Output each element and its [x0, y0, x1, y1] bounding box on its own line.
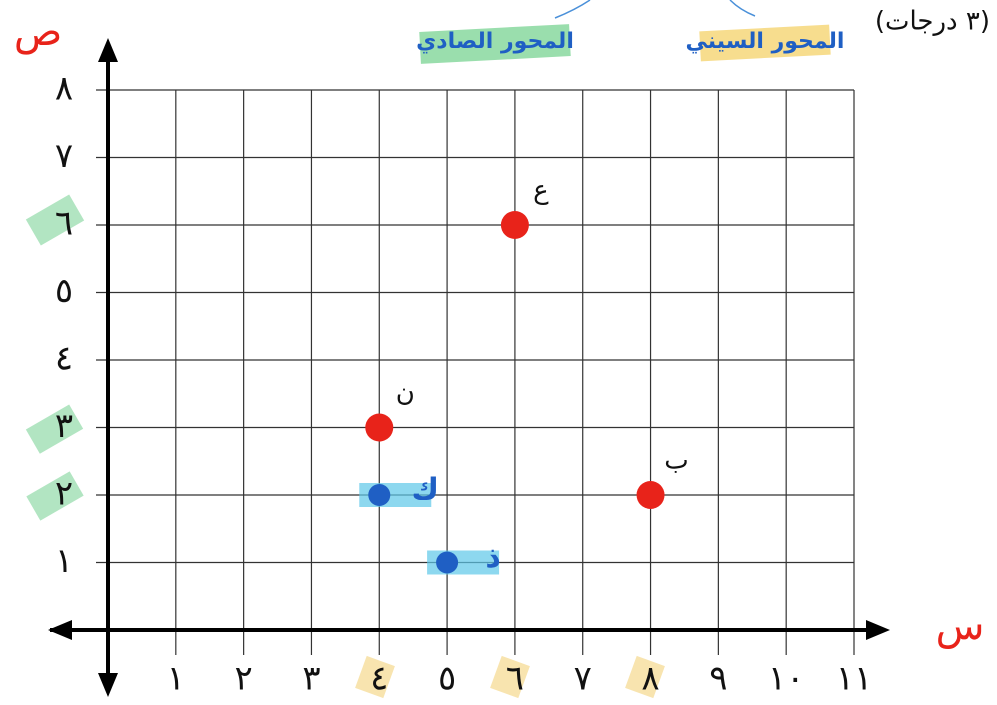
x-tick-label: ٤ [370, 659, 388, 699]
highlight [25, 194, 85, 246]
y-tick-label: ٣ [55, 406, 73, 446]
arrow [98, 673, 118, 697]
point [368, 484, 391, 506]
x-tick-label: ١ [167, 659, 185, 699]
y-tick-label: ٧ [55, 136, 73, 176]
annotation: المحور السيني [686, 29, 845, 54]
x-tick-label: ٦ [506, 659, 524, 699]
point [636, 481, 665, 509]
highlight [699, 24, 831, 62]
x-tick-label: ١١ [836, 659, 873, 699]
x-axis-label: س [936, 603, 985, 649]
highlight [625, 655, 665, 699]
x-tick-label: ٩ [709, 659, 727, 699]
y-tick-label: ٤ [55, 339, 73, 379]
point-label: ن [396, 378, 415, 408]
point [365, 413, 394, 442]
highlight [419, 24, 571, 64]
y-axis-label: ص [14, 9, 62, 55]
marks: ع ن ب ك ذ [359, 176, 689, 575]
highlight [355, 655, 395, 699]
highlight [26, 471, 84, 521]
x-tick-label: ٣ [302, 659, 320, 699]
arrow [98, 38, 118, 62]
annotation: المحور الصادي [416, 29, 574, 54]
arrow [866, 620, 890, 640]
x-tick-label: ٢ [235, 659, 253, 699]
chart-title: (٣ درجات) [875, 7, 990, 37]
highlight [490, 655, 530, 699]
x-tick-label: ١٠ [768, 659, 805, 699]
x-tick-label: ٨ [641, 659, 659, 699]
point [436, 551, 459, 574]
arrow-stroke [554, 0, 756, 19]
y-tick-label: ٥ [55, 271, 73, 311]
highlight [25, 404, 84, 454]
point-label: ع [533, 176, 549, 206]
point-label: ب [664, 446, 688, 476]
x-tick-label: ٧ [574, 659, 592, 699]
y-tick-label: ٦ [55, 204, 73, 244]
y-tick-label: ١ [55, 541, 73, 581]
arrow [48, 620, 72, 640]
x-tick-label: ٥ [438, 659, 456, 699]
point-label: ك [412, 473, 440, 508]
y-tick-label: ٢ [55, 474, 73, 514]
point [500, 211, 529, 239]
point-label: ذ [485, 540, 500, 575]
y-tick-label: ٨ [55, 69, 73, 109]
